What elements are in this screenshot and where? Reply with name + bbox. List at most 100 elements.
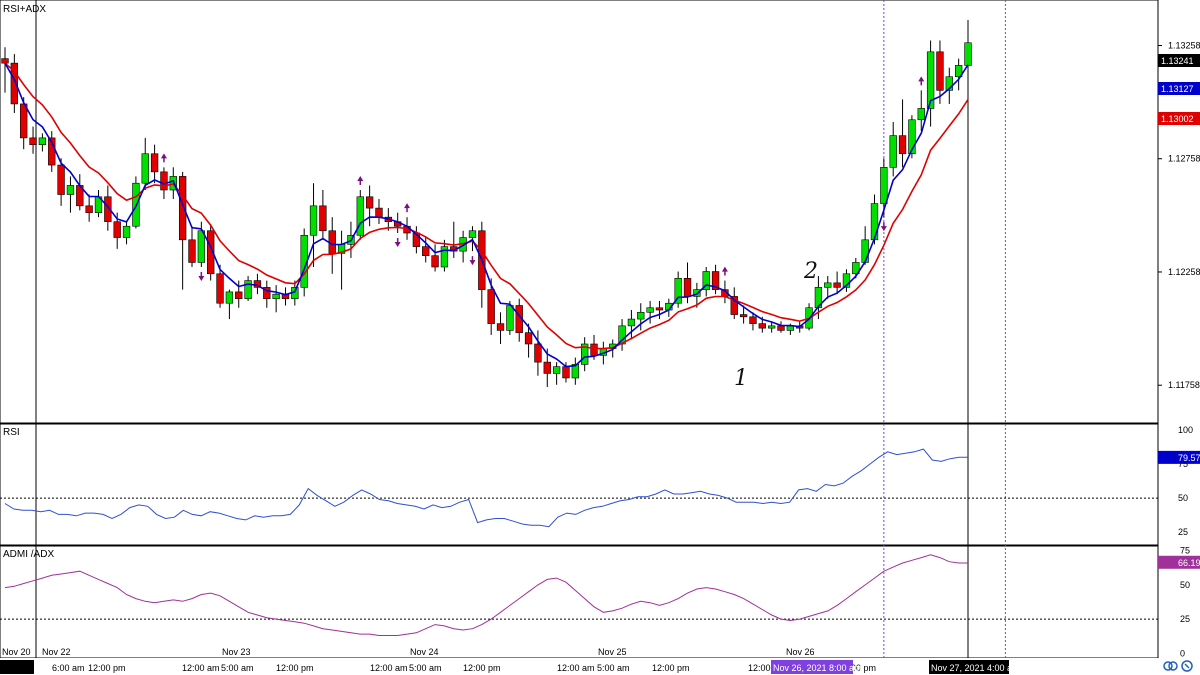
signal-arrow-down (198, 275, 205, 281)
candle-body (263, 287, 271, 299)
signal-arrow-up (357, 175, 364, 181)
candle-body (954, 65, 963, 78)
rsi-panel[interactable] (0, 423, 1159, 546)
price-tick-label: 1.12258 (1168, 267, 1200, 277)
candle-body (356, 196, 364, 236)
candle-body (328, 230, 336, 254)
candle-body (889, 135, 897, 168)
time-label: 5:00 am (409, 663, 442, 673)
time-label: 12:00 pm (88, 663, 126, 673)
candle-body (365, 196, 374, 209)
candle-body (272, 293, 280, 299)
candle-body (309, 205, 318, 236)
time-label: 12:00 pm (276, 663, 314, 673)
rsi-tick-label: 75 (1178, 459, 1188, 469)
price-tag (1158, 54, 1200, 67)
candle-body (627, 318, 636, 327)
candle-body (581, 343, 589, 365)
time-axis (0, 658, 1200, 675)
day-label: Nov 22 (42, 647, 71, 657)
candle-body (207, 230, 215, 275)
candle-body (487, 289, 495, 324)
slow-ma-line (4, 62, 969, 350)
time-label: 12:00 am (748, 663, 786, 673)
candle-body (113, 221, 121, 238)
price-tag-label: 1.13002 (1161, 114, 1194, 124)
signal-arrow-down (880, 226, 887, 232)
candle-body (908, 119, 916, 155)
candle-body (758, 323, 766, 329)
time-highlight-label: Nov 27, 2021 4:00 am (931, 663, 1020, 673)
candle-body (141, 153, 149, 184)
price-tag (1158, 82, 1200, 95)
link-icon[interactable] (1163, 661, 1178, 671)
candle-body (683, 278, 692, 297)
candle-body (440, 246, 449, 268)
candle-body (767, 325, 776, 329)
candle-body (917, 108, 925, 121)
day-label: Nov 24 (410, 647, 439, 657)
candle-body (861, 239, 869, 263)
left-time-tag (0, 660, 34, 674)
adx-tick-label: 75 (1180, 546, 1190, 556)
day-label: Nov 23 (222, 647, 251, 657)
time-label: 12:00 pm (652, 663, 690, 673)
candle-body (20, 103, 28, 139)
settings-icon[interactable] (1181, 660, 1193, 672)
adx-tick-label: 25 (1180, 614, 1190, 624)
time-label: 5:00 am (221, 663, 254, 673)
adx-line (4, 554, 968, 636)
candle-body (926, 51, 935, 109)
signal-arrow-up (721, 266, 728, 272)
candle-body (38, 137, 47, 145)
candle-body (104, 196, 112, 222)
adx-value-label: 66.19 (1178, 558, 1200, 568)
candle-body (842, 273, 851, 288)
candle-body (936, 51, 944, 91)
time-label: 00 pm (851, 663, 876, 673)
rsi-tick-label: 25 (1178, 527, 1188, 537)
price-tick-label: 1.11758 (1168, 380, 1200, 390)
rsi-value-label: 79.57 (1178, 453, 1200, 463)
adx-value-tag (1158, 555, 1200, 569)
candle-body (29, 137, 37, 145)
candle-body (571, 364, 579, 379)
annotation-label-2: 2 (803, 259, 818, 284)
candle-body (739, 314, 748, 318)
day-label: Nov 26 (786, 647, 815, 657)
time-highlight-tag (929, 660, 1009, 674)
time-label: 12:00 am (557, 663, 595, 673)
candle-body (702, 271, 710, 290)
rsi-tick-label: 50 (1178, 493, 1188, 503)
rsi-line (4, 448, 968, 528)
candle-body (57, 164, 65, 195)
candle-body (730, 296, 738, 315)
candle-body (253, 280, 262, 288)
candle-body (319, 205, 327, 232)
price-panel[interactable] (0, 0, 1159, 424)
price-tick-label: 1.13258 (1168, 40, 1200, 50)
candle-body (422, 246, 430, 256)
price-panel-title: RSI+ADX (3, 4, 46, 15)
candle-body (749, 316, 757, 324)
candle-body (543, 361, 551, 374)
candle-body (431, 255, 439, 268)
signal-arrow-down (469, 260, 476, 266)
candle-body (552, 366, 561, 374)
signal-arrow-up (918, 76, 925, 82)
candle-body (66, 185, 75, 195)
time-highlight-tag (771, 660, 853, 674)
candle-body (375, 207, 383, 218)
signal-arrow-down (394, 242, 401, 248)
candle-body (1, 58, 9, 64)
adx-panel[interactable] (0, 545, 1159, 659)
signal-arrow-up (404, 203, 411, 209)
candle-body (225, 291, 234, 304)
day-label: Nov 25 (598, 647, 627, 657)
candle-body (833, 282, 841, 288)
candle-body (870, 203, 879, 241)
adx-tick-label: 0 (1180, 648, 1185, 658)
annotation-label-1: 1 (734, 366, 748, 391)
time-label: 5:00 am (597, 663, 630, 673)
